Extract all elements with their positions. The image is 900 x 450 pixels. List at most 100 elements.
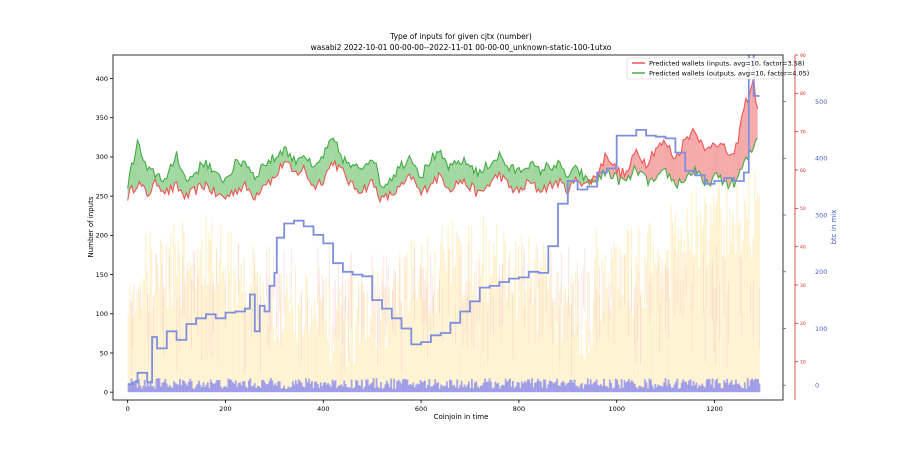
y-right-blue-tick-label: 400 <box>815 155 827 163</box>
difference-fill-segment <box>223 177 226 200</box>
bg-pink-bar <box>556 272 558 324</box>
difference-fill-segment <box>139 144 142 187</box>
bottom-volume-bar <box>443 386 445 393</box>
bottom-volume-bar <box>228 379 231 393</box>
bottom-volume-bar <box>382 387 385 393</box>
bottom-volume-bar <box>311 380 313 393</box>
bottom-volume-bar <box>431 386 434 393</box>
bottom-volume-bar <box>547 384 550 393</box>
bg-pink-bar <box>333 288 335 343</box>
bg-pink-bar <box>270 281 272 331</box>
bg-activity-bar <box>506 300 508 393</box>
bg-pink-bar <box>362 291 364 329</box>
difference-fill-segment <box>256 176 259 195</box>
difference-fill-segment <box>243 160 246 186</box>
bg-activity-bar <box>586 271 589 393</box>
bg-pink-bar <box>667 268 669 339</box>
bg-pink-bar <box>528 298 530 346</box>
y-tick-label: 50 <box>100 349 108 357</box>
bottom-volume-bar <box>264 382 266 393</box>
difference-fill-segment <box>147 166 150 197</box>
bottom-volume-bar <box>303 387 306 393</box>
bg-activity-bar <box>438 269 440 393</box>
bg-activity-bar <box>516 318 518 393</box>
bottom-volume-bar <box>614 378 617 393</box>
bottom-volume-bar <box>297 379 300 393</box>
bottom-volume-bar <box>283 385 285 393</box>
bg-activity-bar <box>451 220 454 393</box>
bg-pink-bar <box>637 303 638 340</box>
difference-fill-segment <box>716 146 719 178</box>
bg-activity-bar <box>274 339 276 393</box>
bottom-volume-bar <box>616 379 619 393</box>
bg-activity-bar <box>654 262 656 393</box>
difference-fill-segment <box>348 162 351 185</box>
difference-fill-segment <box>730 153 733 185</box>
bottom-volume-bar <box>708 379 711 393</box>
bg-activity-bar <box>434 251 436 393</box>
bg-activity-bar <box>142 278 144 393</box>
bg-activity-bar <box>614 248 616 393</box>
bottom-volume-bar <box>507 380 510 393</box>
bg-activity-bar <box>497 276 499 393</box>
difference-fill-segment <box>728 154 731 189</box>
difference-fill-segment <box>315 162 318 190</box>
bottom-volume-bar <box>308 378 310 393</box>
bottom-volume-bar <box>450 380 453 393</box>
bg-activity-bar <box>180 307 182 393</box>
bg-activity-bar <box>616 246 618 393</box>
bottom-volume-bar <box>252 385 255 393</box>
bottom-volume-bar <box>682 379 685 393</box>
difference-fill-segment <box>299 157 302 174</box>
bottom-volume-bar <box>380 382 382 393</box>
bg-activity-bar <box>393 280 395 393</box>
bottom-volume-bar <box>170 386 173 393</box>
bg-activity-bar <box>336 309 338 393</box>
bottom-volume-bar <box>179 378 181 393</box>
bg-activity-bar <box>738 225 740 393</box>
difference-fill-segment <box>671 154 674 181</box>
bg-activity-bar <box>564 288 567 393</box>
bottom-volume-bar <box>548 380 551 393</box>
y-tick-label: 100 <box>96 310 108 318</box>
difference-fill-segment <box>381 186 384 198</box>
bg-activity-bar <box>677 229 680 393</box>
bottom-volume-bar <box>165 383 168 393</box>
bottom-volume-bar <box>575 385 577 393</box>
bg-pink-bar <box>153 296 154 351</box>
bg-pink-bar <box>640 293 641 364</box>
bg-activity-bar <box>463 292 465 393</box>
bottom-volume-bar <box>334 380 337 393</box>
bg-pink-bar <box>609 283 611 320</box>
bottom-volume-bar <box>330 386 332 393</box>
bg-activity-bar <box>403 257 405 393</box>
bg-activity-bar <box>424 299 426 393</box>
bottom-volume-bar <box>522 383 525 393</box>
bottom-volume-bar <box>208 387 211 393</box>
bg-pink-bar <box>169 254 170 290</box>
bg-activity-bar <box>228 272 231 393</box>
difference-fill-segment <box>192 174 195 189</box>
bg-activity-bar <box>397 279 399 393</box>
bg-pink-bar <box>465 279 467 333</box>
bg-activity-bar <box>225 311 228 393</box>
bg-pink-bar <box>559 293 561 362</box>
bottom-volume-bar <box>515 386 517 393</box>
bg-activity-bar <box>346 366 348 393</box>
bg-pink-bar <box>603 272 605 323</box>
bottom-volume-bar <box>217 379 219 393</box>
bg-activity-bar <box>707 263 709 393</box>
bottom-volume-bar <box>402 379 404 393</box>
difference-fill-segment <box>700 139 703 183</box>
difference-fill-segment <box>225 176 228 200</box>
bottom-volume-bar <box>205 384 208 393</box>
bottom-volume-bar <box>343 380 346 393</box>
difference-fill-segment <box>307 158 310 182</box>
y-right-red-tick-label: 10 <box>800 359 806 365</box>
bottom-volume-bar <box>459 385 462 393</box>
bg-activity-bar <box>642 308 644 393</box>
bottom-volume-bar <box>591 384 594 393</box>
bg-pink-bar <box>472 300 474 350</box>
bg-pink-bar <box>563 305 565 344</box>
bg-activity-bar <box>291 309 294 393</box>
